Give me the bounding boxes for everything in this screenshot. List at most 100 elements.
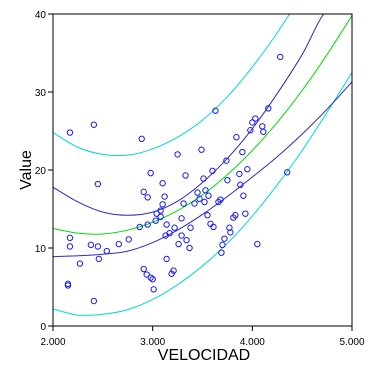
prediction-band-layer [53,14,352,316]
data-point [147,169,154,177]
data-point [219,241,226,249]
prediction-band-upper-line [53,14,291,157]
data-point [217,196,224,203]
x-tick-label: 2.000 [40,337,65,348]
data-point [163,221,170,228]
data-point [227,229,234,236]
data-point [66,243,74,250]
data-point [240,192,247,199]
data-point [140,265,147,273]
y-tick-label: 10 [35,244,47,255]
data-point [247,127,254,134]
data-point [265,105,272,112]
data-point [94,180,102,188]
y-tick-label: 0 [40,322,46,333]
data-point [244,166,251,173]
confidence-band-layer [53,14,352,258]
prediction-band-lower-line [53,72,352,316]
data-point [115,240,122,248]
x-tick-label: 3.000 [140,337,165,348]
data-point [125,236,132,243]
fit-line [53,15,352,235]
data-point [194,189,201,196]
data-point [209,167,216,174]
data-point [76,260,84,267]
data-point [153,210,160,217]
data-point [103,247,111,255]
data-point [90,121,98,128]
data-point [150,286,157,293]
data-point [260,128,267,135]
data-point [249,119,256,126]
data-point [191,200,198,207]
data-point [218,249,225,256]
data-point [171,224,178,231]
data-point [66,129,74,136]
x-tick-label: 5.000 [339,337,364,348]
data-point [210,223,217,231]
data-point [87,241,95,249]
data-point [157,207,164,214]
data-point [202,187,209,194]
data-point [90,297,98,305]
data-point [259,123,266,130]
data-point [152,217,159,224]
data-point [284,169,291,176]
data-point [140,188,147,196]
data-point [186,244,193,252]
data-points-layer [64,53,291,305]
data-point [143,271,150,278]
data-point [198,146,205,153]
data-point [212,107,219,114]
data-point [224,176,231,184]
data-point [254,240,261,248]
data-point [221,235,228,242]
data-point [163,255,170,263]
data-point [66,234,74,242]
data-point [144,194,151,201]
data-point [201,198,208,206]
x-axis-title: VELOCIDAD [158,347,250,364]
data-point [239,148,246,156]
data-point [232,212,239,219]
y-tick-label: 20 [35,166,47,177]
data-point [178,232,185,239]
data-point [170,267,177,274]
data-point [200,175,207,182]
data-point [178,215,185,222]
data-point [183,237,190,244]
confidence-band-upper-line [53,14,325,216]
data-point [157,213,164,221]
confidence-band-lower-line [53,81,352,258]
data-point [233,134,240,141]
data-point [94,243,102,250]
data-point [205,192,212,199]
data-point [174,151,181,158]
data-point [236,170,243,178]
data-point [237,181,244,189]
y-tick-label: 30 [35,88,47,99]
data-point [180,200,187,207]
data-point [159,180,166,187]
data-point [159,201,166,208]
data-point [136,223,143,231]
data-point [187,224,194,231]
data-point [175,240,182,248]
axis-ticks: 2.000 3.000 4.000 5.000 0 10 20 30 40 [35,10,365,348]
y-tick-label: 40 [35,10,47,21]
y-axis-title: Value [18,150,35,190]
data-point [252,115,259,122]
data-point [166,229,173,237]
x-tick-label: 4.000 [240,337,265,348]
data-point [277,53,284,61]
data-point [182,172,189,179]
data-point [242,210,249,217]
data-point [64,282,72,289]
data-point [226,224,233,231]
fit-curve-layer [53,15,352,235]
data-point [204,212,211,219]
data-point [207,220,214,228]
data-point [138,135,145,143]
data-point [161,193,168,200]
